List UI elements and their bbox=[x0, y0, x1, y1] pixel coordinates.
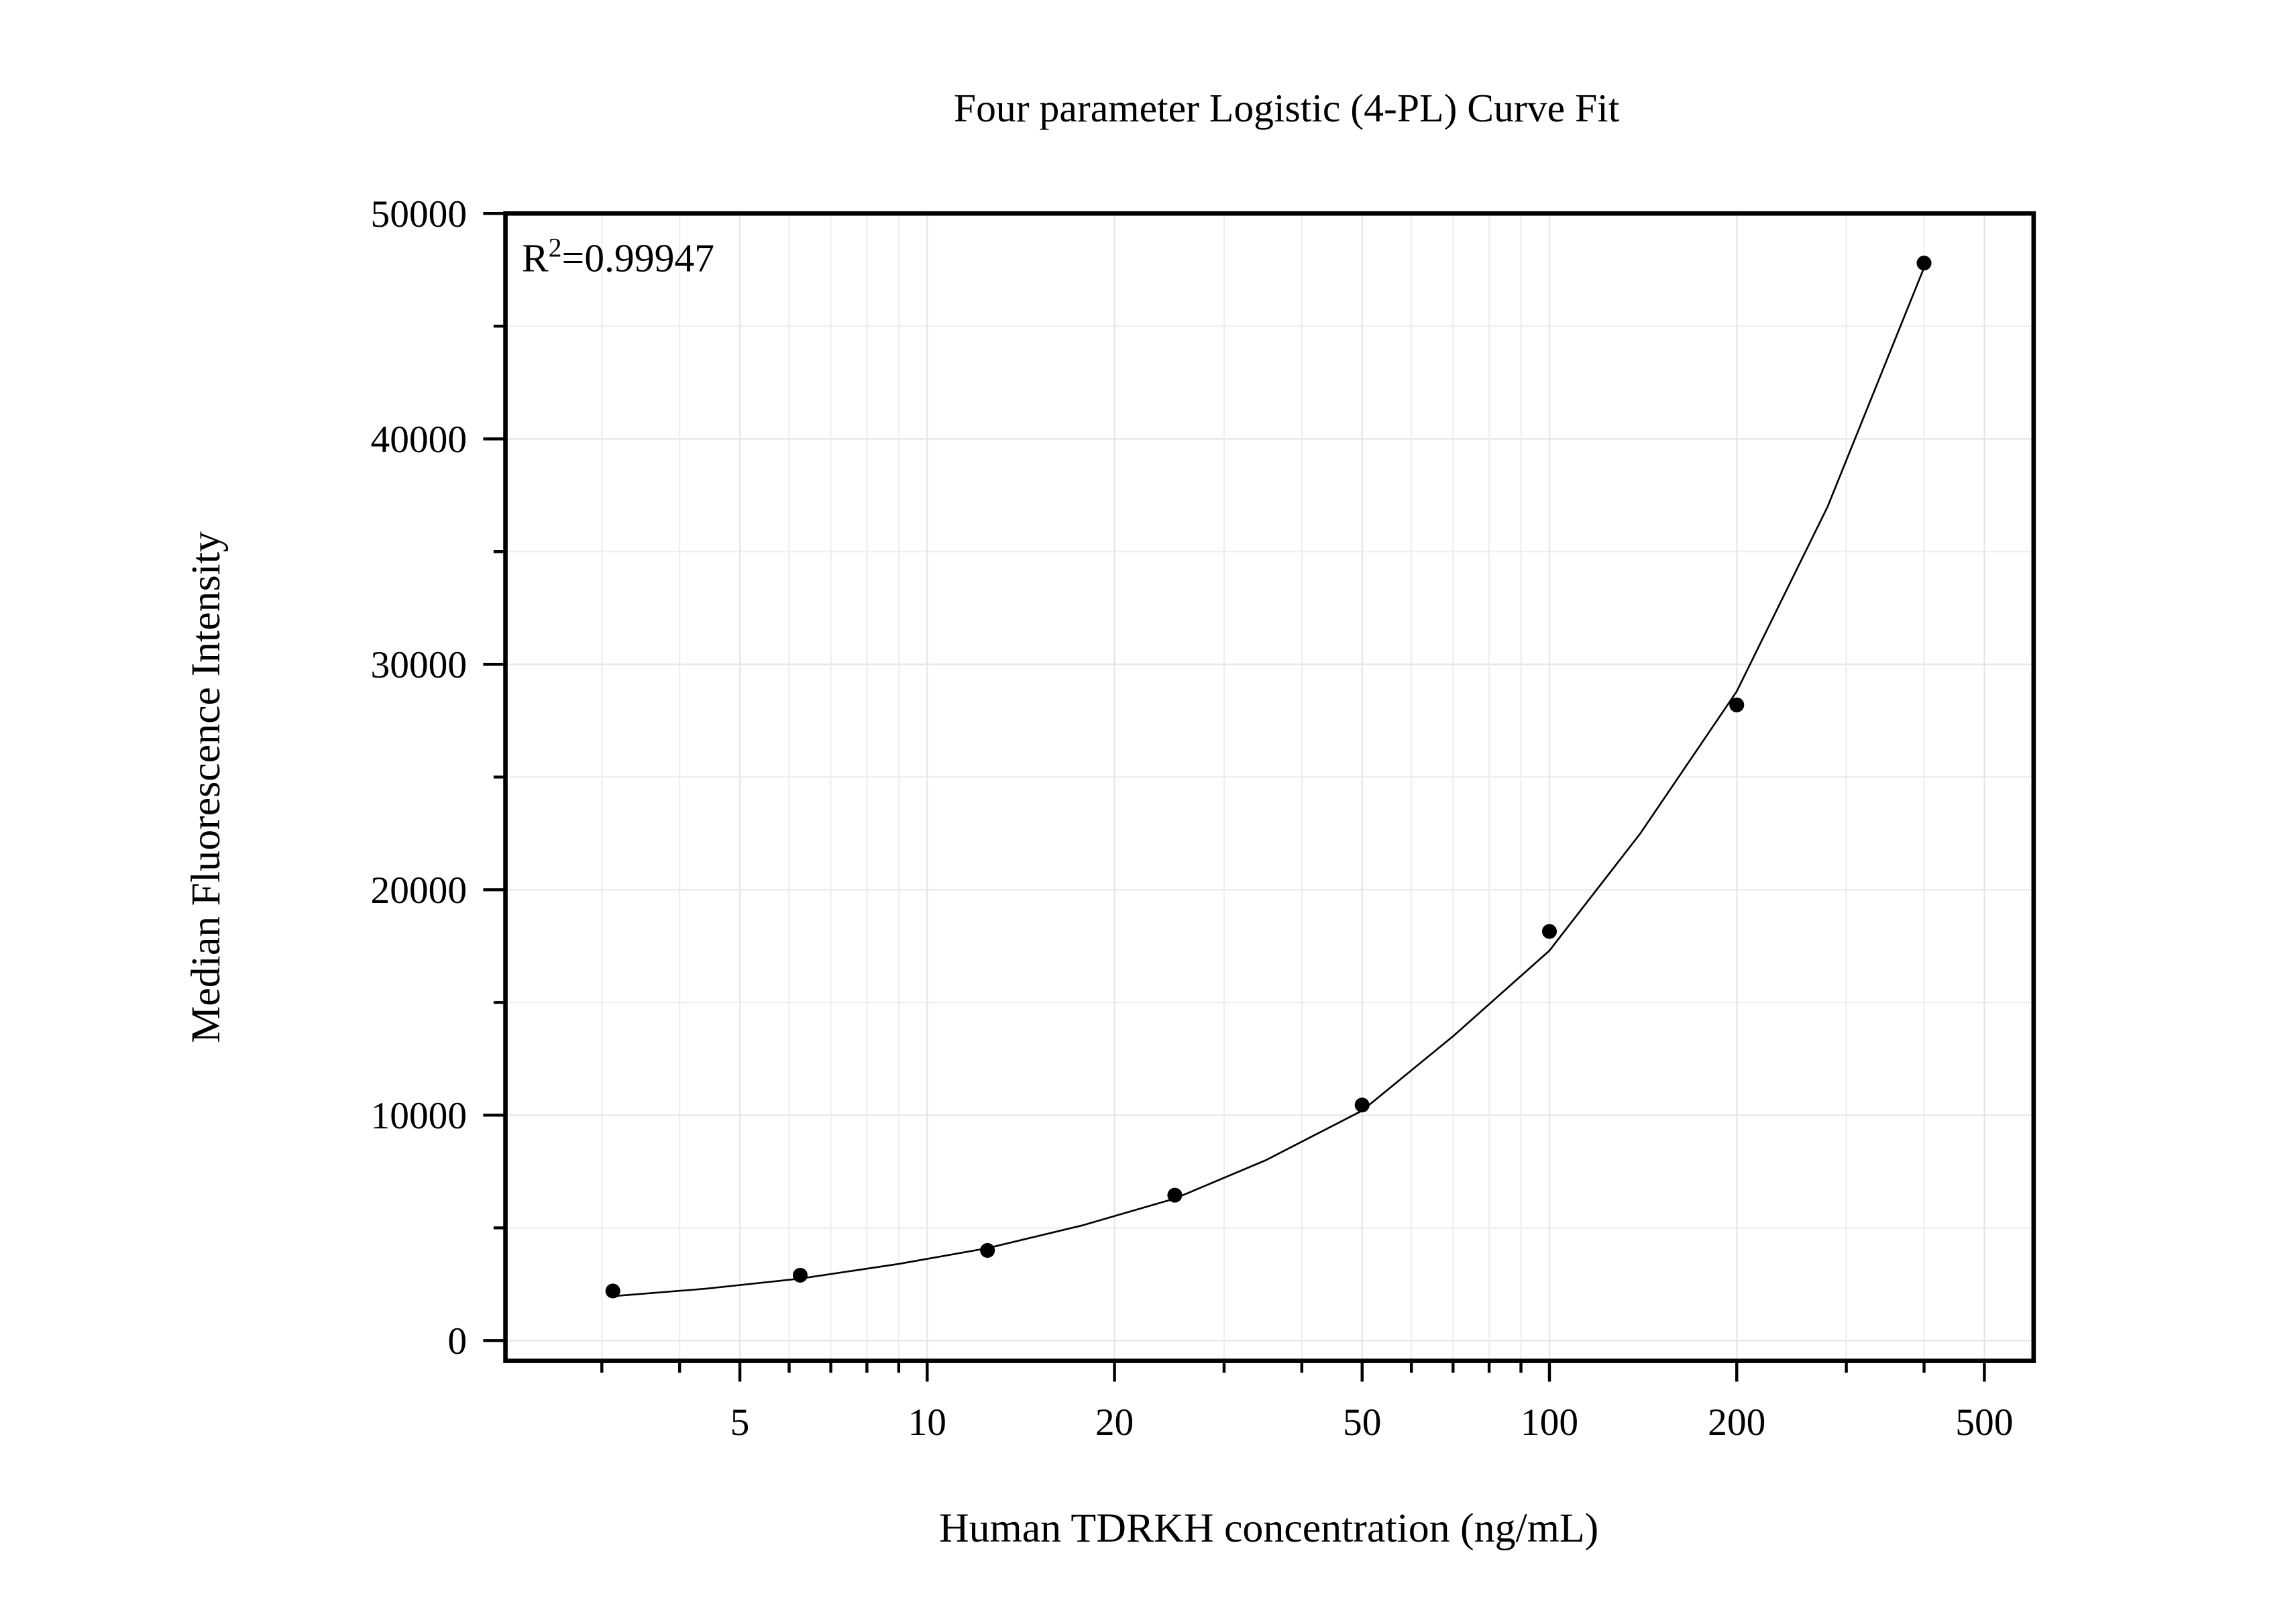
x-tick-label: 50 bbox=[1343, 1401, 1381, 1444]
x-tick-label: 200 bbox=[1708, 1401, 1765, 1444]
data-point bbox=[1916, 256, 1932, 271]
x-tick-label: 100 bbox=[1521, 1401, 1578, 1444]
x-tick-label: 10 bbox=[908, 1401, 946, 1444]
y-tick-label: 0 bbox=[447, 1320, 467, 1362]
annotation: R2=0.99947 bbox=[522, 233, 714, 280]
data-point bbox=[605, 1283, 620, 1299]
annotation-rest: =0.99947 bbox=[562, 235, 715, 280]
y-axis-label: Median Fluorescence Intensity bbox=[183, 531, 229, 1043]
annotation-text: R bbox=[522, 235, 549, 280]
data-point bbox=[980, 1242, 995, 1258]
plot-frame bbox=[503, 211, 2036, 1363]
chart-title: Four parameter Logistic (4-PL) Curve Fit bbox=[954, 86, 1620, 130]
x-tick-label: 5 bbox=[730, 1401, 750, 1444]
data-point bbox=[792, 1267, 808, 1283]
marks bbox=[605, 256, 1932, 1299]
annotation-sup: 2 bbox=[549, 233, 562, 262]
y-tick-label: 40000 bbox=[371, 419, 468, 461]
data-point bbox=[1729, 697, 1745, 712]
x-tick-label: 20 bbox=[1095, 1401, 1134, 1444]
data-point bbox=[1541, 924, 1557, 939]
fit-curve bbox=[612, 267, 1925, 1297]
y-tick-label: 20000 bbox=[371, 869, 468, 912]
y-tick-label: 30000 bbox=[371, 644, 468, 686]
x-tick-label: 500 bbox=[1955, 1401, 2013, 1444]
y-tick-label: 50000 bbox=[371, 193, 468, 235]
y-tick-label: 10000 bbox=[371, 1095, 468, 1137]
x-axis-label: Human TDRKH concentration (ng/mL) bbox=[939, 1505, 1598, 1551]
